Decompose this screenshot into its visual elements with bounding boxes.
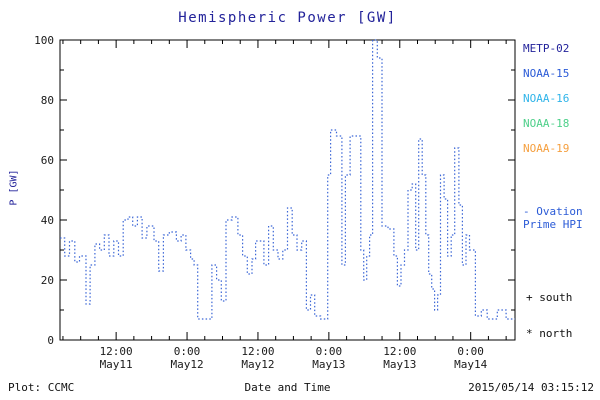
x-tick-time-label: 12:00 [241,345,274,358]
x-tick-date-label: May12 [241,358,274,371]
ovation-legend: - Ovation Prime HPI [523,205,583,231]
y-tick-label: 60 [41,154,54,167]
legend-south-label: south [539,291,573,304]
x-tick-date-label: May11 [100,358,133,371]
legend-north: * north [526,327,572,340]
x-tick-date-label: May13 [312,358,345,371]
legend-north-label: north [539,327,573,340]
y-tick-label: 0 [47,334,54,347]
hemisphere-marker-legend: + south * north [526,291,572,363]
legend-noaa-15: NOAA-15 [523,67,570,80]
north-marker-icon: * [526,327,540,340]
y-tick-label: 100 [34,34,54,47]
legend-noaa-19: NOAA-19 [523,142,570,155]
x-tick-time-label: 0:00 [174,345,201,358]
plot-timestamp: 2015/05/14 03:15:12 [468,381,594,394]
x-tick-time-label: 0:00 [316,345,343,358]
y-tick-label: 40 [41,214,54,227]
y-axis-label: P [GW] [8,169,20,206]
hpi-step-line [60,39,515,320]
south-marker-icon: + [526,291,540,304]
x-tick-time-label: 12:00 [383,345,416,358]
legend-south: + south [526,291,572,304]
x-tick-date-label: May14 [454,358,487,371]
satellite-legend: METP-02 NOAA-15 NOAA-16 NOAA-18 NOAA-19 [523,36,569,161]
legend-noaa-18: NOAA-18 [523,117,570,130]
x-tick-date-label: May12 [170,358,203,371]
plot-credit: Plot: CCMC [8,381,75,394]
y-tick-label: 20 [41,274,54,287]
y-tick-label: 80 [41,94,54,107]
x-axis-label: Date and Time [244,381,331,394]
x-tick-time-label: 0:00 [457,345,484,358]
chart-title: Hemispheric Power [GW] [178,10,397,26]
legend-metp-02: METP-02 [523,42,570,55]
plot-frame [59,39,516,341]
legend-noaa-16: NOAA-16 [523,92,570,105]
x-tick-time-label: 12:00 [100,345,133,358]
ovation-legend-line2: Prime HPI [523,218,583,231]
x-tick-date-label: May13 [383,358,416,371]
ovation-legend-line1: - Ovation [523,205,583,218]
